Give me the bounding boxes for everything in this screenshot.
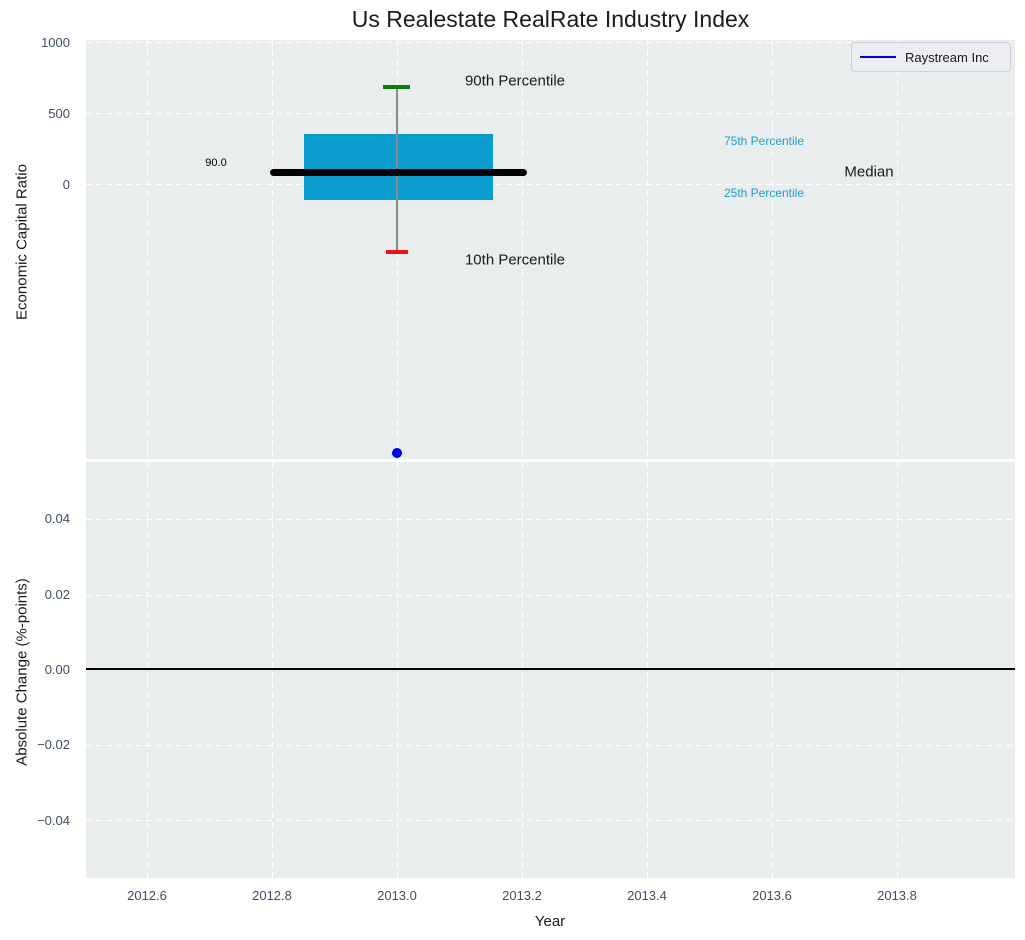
percentile-box [304, 134, 493, 200]
gridline-vertical [272, 462, 273, 878]
ytick-bottom: 0.04 [44, 511, 70, 526]
xtick: 2013.4 [627, 888, 667, 903]
gridline-horizontal [86, 820, 1015, 821]
xtick: 2013.8 [877, 888, 917, 903]
gridline-horizontal [86, 519, 1015, 520]
gridline-vertical [147, 462, 148, 878]
gridline-vertical [522, 40, 523, 459]
ytick-bottom: 0.02 [44, 587, 70, 602]
ytick-bottom: −0.02 [37, 737, 70, 752]
gridline-vertical [647, 40, 648, 459]
gridline-vertical [772, 40, 773, 459]
xtick: 2012.6 [127, 888, 167, 903]
chart-title: Us Realestate RealRate Industry Index [351, 6, 750, 32]
gridline-horizontal [86, 595, 1015, 596]
xtick: 2013.0 [377, 888, 417, 903]
legend-label: Raystream Inc [905, 49, 989, 65]
median-label: Median [844, 163, 894, 181]
gridline-vertical [647, 462, 648, 878]
gridline-horizontal [86, 42, 1015, 43]
median-value-label: 90.0 [205, 157, 227, 169]
bottom-plot-area [86, 462, 1015, 878]
p25-label: 25th Percentile [723, 186, 805, 200]
xtick: 2013.2 [502, 888, 542, 903]
ytick-bottom: −0.04 [37, 813, 70, 828]
gridline-horizontal [86, 745, 1015, 746]
x-axis-label: Year [534, 913, 566, 930]
gridline-horizontal [86, 184, 1015, 185]
ytick-top: 500 [48, 106, 70, 121]
gridline-vertical [397, 40, 398, 459]
xtick: 2013.6 [752, 888, 792, 903]
zero-baseline [86, 668, 1015, 670]
ytick-top: 0 [62, 177, 70, 192]
xtick: 2012.8 [252, 888, 292, 903]
top-y-axis-label: Economic Capital Ratio [13, 164, 31, 320]
p90-label: 90th Percentile [464, 72, 566, 90]
gridline-vertical [897, 462, 898, 878]
p75-label: 75th Percentile [723, 134, 805, 148]
median-line [270, 169, 527, 176]
gridline-vertical [897, 40, 898, 459]
p90-cap [383, 85, 410, 89]
gridline-vertical [772, 462, 773, 878]
bottom-y-axis-label: Absolute Change (%-points) [13, 578, 31, 766]
legend: Raystream Inc [851, 42, 1011, 72]
p10-label: 10th Percentile [464, 251, 566, 269]
raystream-data-point [392, 448, 402, 458]
ytick-top: 1000 [41, 35, 70, 50]
gridline-vertical [272, 40, 273, 459]
top-plot-area: 90.0 90th Percentile 10th Percentile 75t… [86, 40, 1015, 459]
ytick-bottom: 0.00 [44, 662, 70, 677]
gridline-vertical [522, 462, 523, 878]
gridline-vertical [397, 462, 398, 878]
gridline-vertical [147, 40, 148, 459]
gridline-horizontal [86, 113, 1015, 114]
p10-cap [386, 250, 408, 254]
legend-line-swatch [860, 55, 896, 59]
